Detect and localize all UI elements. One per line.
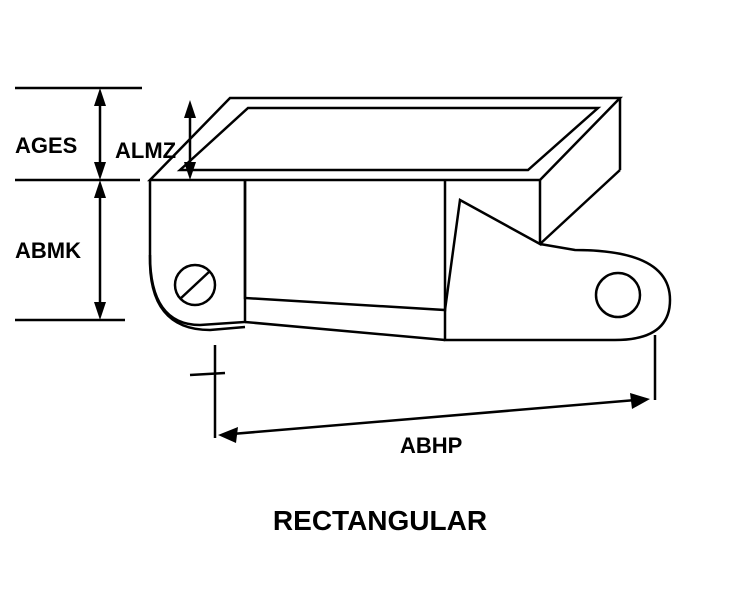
label-ages: AGES (15, 133, 77, 159)
label-abmk: ABMK (15, 238, 81, 264)
diagram-title: RECTANGULAR (240, 505, 520, 537)
label-abhp: ABHP (400, 433, 462, 459)
label-almz: ALMZ (115, 138, 176, 164)
bracket-drawing (0, 0, 729, 585)
technical-diagram: AGES ALMZ ABMK ABHP RECTANGULAR (0, 0, 729, 585)
